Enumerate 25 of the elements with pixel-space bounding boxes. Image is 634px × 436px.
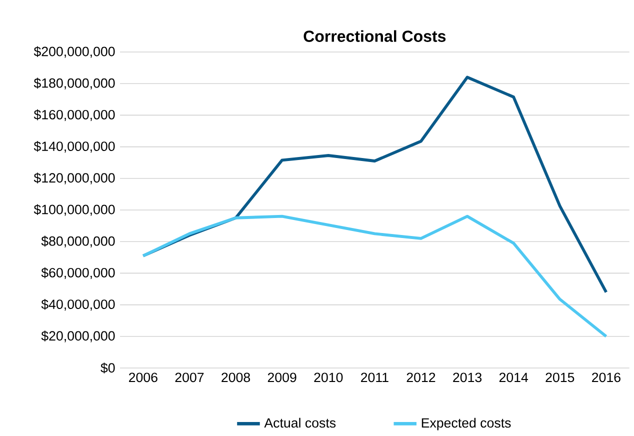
- y-tick-label: $40,000,000: [41, 299, 115, 311]
- x-tick-label: 2012: [406, 372, 436, 382]
- x-tick-label: 2011: [361, 372, 388, 382]
- x-tick-label: 2008: [222, 372, 250, 382]
- y-tick-label: $60,000,000: [41, 267, 115, 279]
- x-tick-label: 2016: [592, 372, 620, 382]
- x-tick-label: 2009: [268, 372, 296, 382]
- y-tick-label: $0: [100, 362, 115, 374]
- y-tick-label: $20,000,000: [41, 330, 115, 342]
- y-tick-label: $140,000,000: [34, 141, 115, 153]
- chart-title: Correctional Costs: [304, 30, 446, 42]
- x-tick-label: 2013: [453, 372, 482, 382]
- x-tick-label: 2015: [546, 372, 574, 382]
- y-tick-label: $200,000,000: [34, 46, 115, 58]
- legend-label: Actual costs: [264, 418, 336, 428]
- y-tick-label: $80,000,000: [41, 236, 115, 248]
- y-tick-label: $180,000,000: [34, 78, 115, 90]
- x-tick-label: 2007: [175, 372, 204, 382]
- x-tick-label: 2010: [314, 372, 343, 382]
- legend-label: Expected costs: [422, 418, 511, 430]
- y-tick-label: $160,000,000: [34, 109, 115, 121]
- x-tick-label: 2014: [499, 372, 528, 382]
- y-tick-label: $100,000,000: [34, 204, 115, 216]
- x-tick-label: 2006: [128, 372, 158, 382]
- y-tick-label: $120,000,000: [34, 172, 115, 184]
